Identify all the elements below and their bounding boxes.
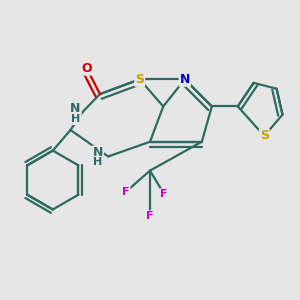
Text: F: F	[122, 187, 130, 197]
Text: S: S	[260, 129, 269, 142]
Text: N: N	[93, 146, 103, 159]
Text: F: F	[160, 189, 168, 199]
Text: N: N	[70, 102, 81, 115]
Text: O: O	[81, 61, 92, 75]
Text: H: H	[93, 157, 103, 167]
Text: N: N	[180, 73, 190, 86]
Text: H: H	[71, 114, 80, 124]
Text: F: F	[146, 211, 154, 221]
Text: S: S	[135, 73, 144, 86]
